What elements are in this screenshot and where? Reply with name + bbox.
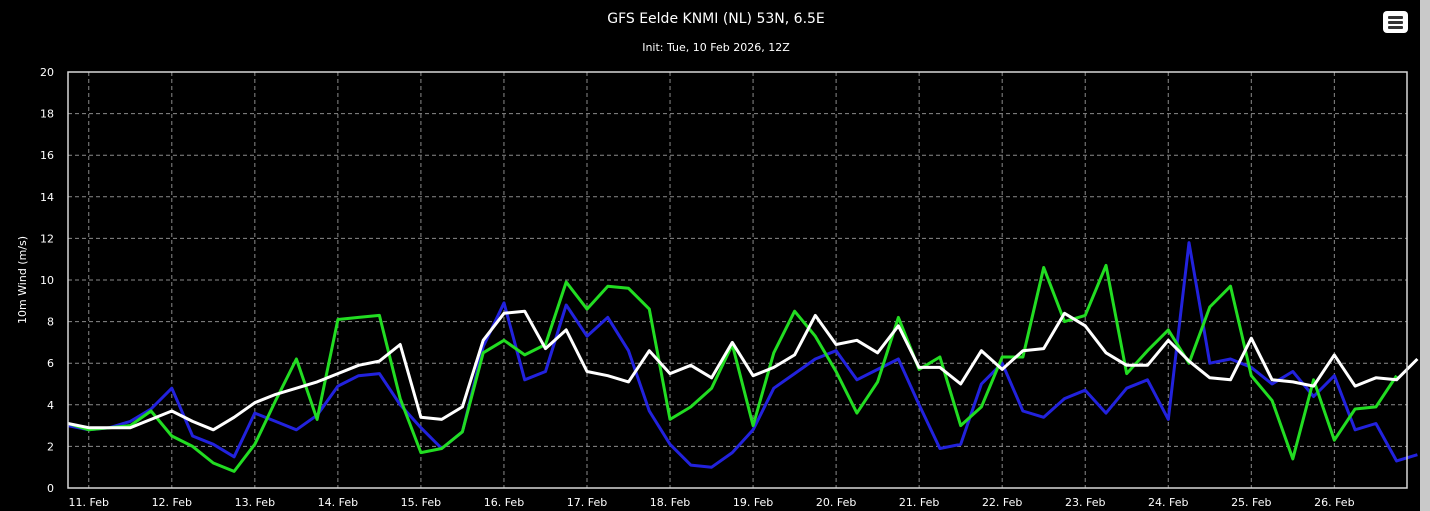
x-tick-label: 11. Feb [69, 496, 109, 509]
x-tick-label: 15. Feb [401, 496, 441, 509]
grid-layer [68, 72, 1407, 488]
scrollbar[interactable] [1420, 0, 1430, 511]
y-tick-label: 18 [40, 108, 54, 121]
tick-layer: 0 2 4 6 8 10 12 14 16 18 20 11. Feb 12. Feb 13. Feb 14… [40, 66, 1355, 509]
y-tick-label: 0 [47, 482, 54, 495]
y-tick-label: 16 [40, 149, 54, 162]
x-tick-label: 21. Feb [899, 496, 939, 509]
y-tick-label: 14 [40, 191, 54, 204]
chart-subtitle: Init: Tue, 10 Feb 2026, 12Z [642, 41, 790, 54]
x-tick-label: 17. Feb [567, 496, 607, 509]
y-tick-label: 20 [40, 66, 54, 79]
x-tick-label: 22. Feb [982, 496, 1022, 509]
x-tick-label: 16. Feb [484, 496, 524, 509]
x-tick-label: 19. Feb [733, 496, 773, 509]
plot-frame [67, 71, 1408, 489]
y-tick-label: 4 [47, 399, 54, 412]
x-tick-label: 20. Feb [816, 496, 856, 509]
series-line-0 [67, 309, 1419, 432]
series-line-2 [67, 241, 1418, 469]
y-tick-label: 12 [40, 232, 54, 245]
y-tick-label: 8 [47, 316, 54, 329]
x-tick-label: 12. Feb [152, 496, 192, 509]
y-axis-label: 10m Wind (m/s) [16, 236, 29, 324]
x-tick-label: 25. Feb [1231, 496, 1271, 509]
x-tick-label: 14. Feb [318, 496, 358, 509]
chart-title: GFS Eelde KNMI (NL) 53N, 6.5E [607, 11, 825, 27]
x-tick-label: 18. Feb [650, 496, 690, 509]
x-tick-label: 26. Feb [1314, 496, 1354, 509]
y-tick-label: 6 [47, 357, 54, 370]
y-tick-label: 10 [40, 274, 54, 287]
y-tick-label: 2 [47, 440, 54, 453]
series-layer [67, 241, 1419, 473]
x-tick-label: 13. Feb [235, 496, 275, 509]
x-tick-label: 23. Feb [1065, 496, 1105, 509]
x-tick-label: 24. Feb [1148, 496, 1188, 509]
hamburger-icon[interactable] [1383, 11, 1408, 33]
